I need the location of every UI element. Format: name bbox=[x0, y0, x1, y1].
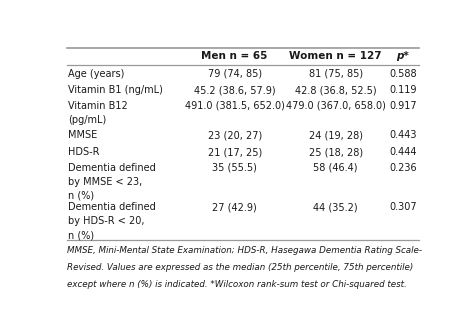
Text: Vitamin B12
(pg/mL): Vitamin B12 (pg/mL) bbox=[68, 101, 128, 125]
Text: 23 (20, 27): 23 (20, 27) bbox=[208, 131, 262, 141]
Text: p*: p* bbox=[396, 51, 409, 61]
Text: 0.588: 0.588 bbox=[389, 68, 417, 78]
Text: Men n = 65: Men n = 65 bbox=[201, 51, 268, 61]
Text: 45.2 (38.6, 57.9): 45.2 (38.6, 57.9) bbox=[194, 86, 275, 96]
Text: 27 (42.9): 27 (42.9) bbox=[212, 202, 257, 212]
Text: 35 (55.5): 35 (55.5) bbox=[212, 163, 257, 173]
Text: 0.917: 0.917 bbox=[389, 101, 417, 111]
Text: 24 (19, 28): 24 (19, 28) bbox=[309, 131, 363, 141]
Text: Dementia defined
by MMSE < 23,
n (%): Dementia defined by MMSE < 23, n (%) bbox=[68, 163, 156, 201]
Text: HDS-R: HDS-R bbox=[68, 147, 100, 157]
Text: 25 (18, 28): 25 (18, 28) bbox=[309, 147, 363, 157]
Text: 21 (17, 25): 21 (17, 25) bbox=[208, 147, 262, 157]
Text: 0.236: 0.236 bbox=[389, 163, 417, 173]
Text: 0.444: 0.444 bbox=[389, 147, 417, 157]
Text: 81 (75, 85): 81 (75, 85) bbox=[309, 68, 363, 78]
Text: Revised. Values are expressed as the median (25th percentile, 75th percentile): Revised. Values are expressed as the med… bbox=[66, 263, 413, 272]
Text: 79 (74, 85): 79 (74, 85) bbox=[208, 68, 262, 78]
Text: 491.0 (381.5, 652.0): 491.0 (381.5, 652.0) bbox=[185, 101, 284, 111]
Text: Dementia defined
by HDS-R < 20,
n (%): Dementia defined by HDS-R < 20, n (%) bbox=[68, 202, 156, 240]
Text: Women n = 127: Women n = 127 bbox=[289, 51, 382, 61]
Text: 42.8 (36.8, 52.5): 42.8 (36.8, 52.5) bbox=[295, 86, 376, 96]
Text: MMSE, Mini-Mental State Examination; HDS-R, Hasegawa Dementia Rating Scale-: MMSE, Mini-Mental State Examination; HDS… bbox=[66, 246, 421, 255]
Text: 0.307: 0.307 bbox=[389, 202, 417, 212]
Text: 58 (46.4): 58 (46.4) bbox=[313, 163, 358, 173]
Text: 479.0 (367.0, 658.0): 479.0 (367.0, 658.0) bbox=[286, 101, 386, 111]
Text: 0.119: 0.119 bbox=[389, 86, 417, 96]
Text: except where n (%) is indicated. *Wilcoxon rank-sum test or Chi-squared test.: except where n (%) is indicated. *Wilcox… bbox=[66, 280, 406, 289]
Text: 0.443: 0.443 bbox=[389, 131, 417, 141]
Text: MMSE: MMSE bbox=[68, 131, 98, 141]
Text: Age (years): Age (years) bbox=[68, 68, 125, 78]
Text: Vitamin B1 (ng/mL): Vitamin B1 (ng/mL) bbox=[68, 86, 164, 96]
Text: 44 (35.2): 44 (35.2) bbox=[313, 202, 358, 212]
